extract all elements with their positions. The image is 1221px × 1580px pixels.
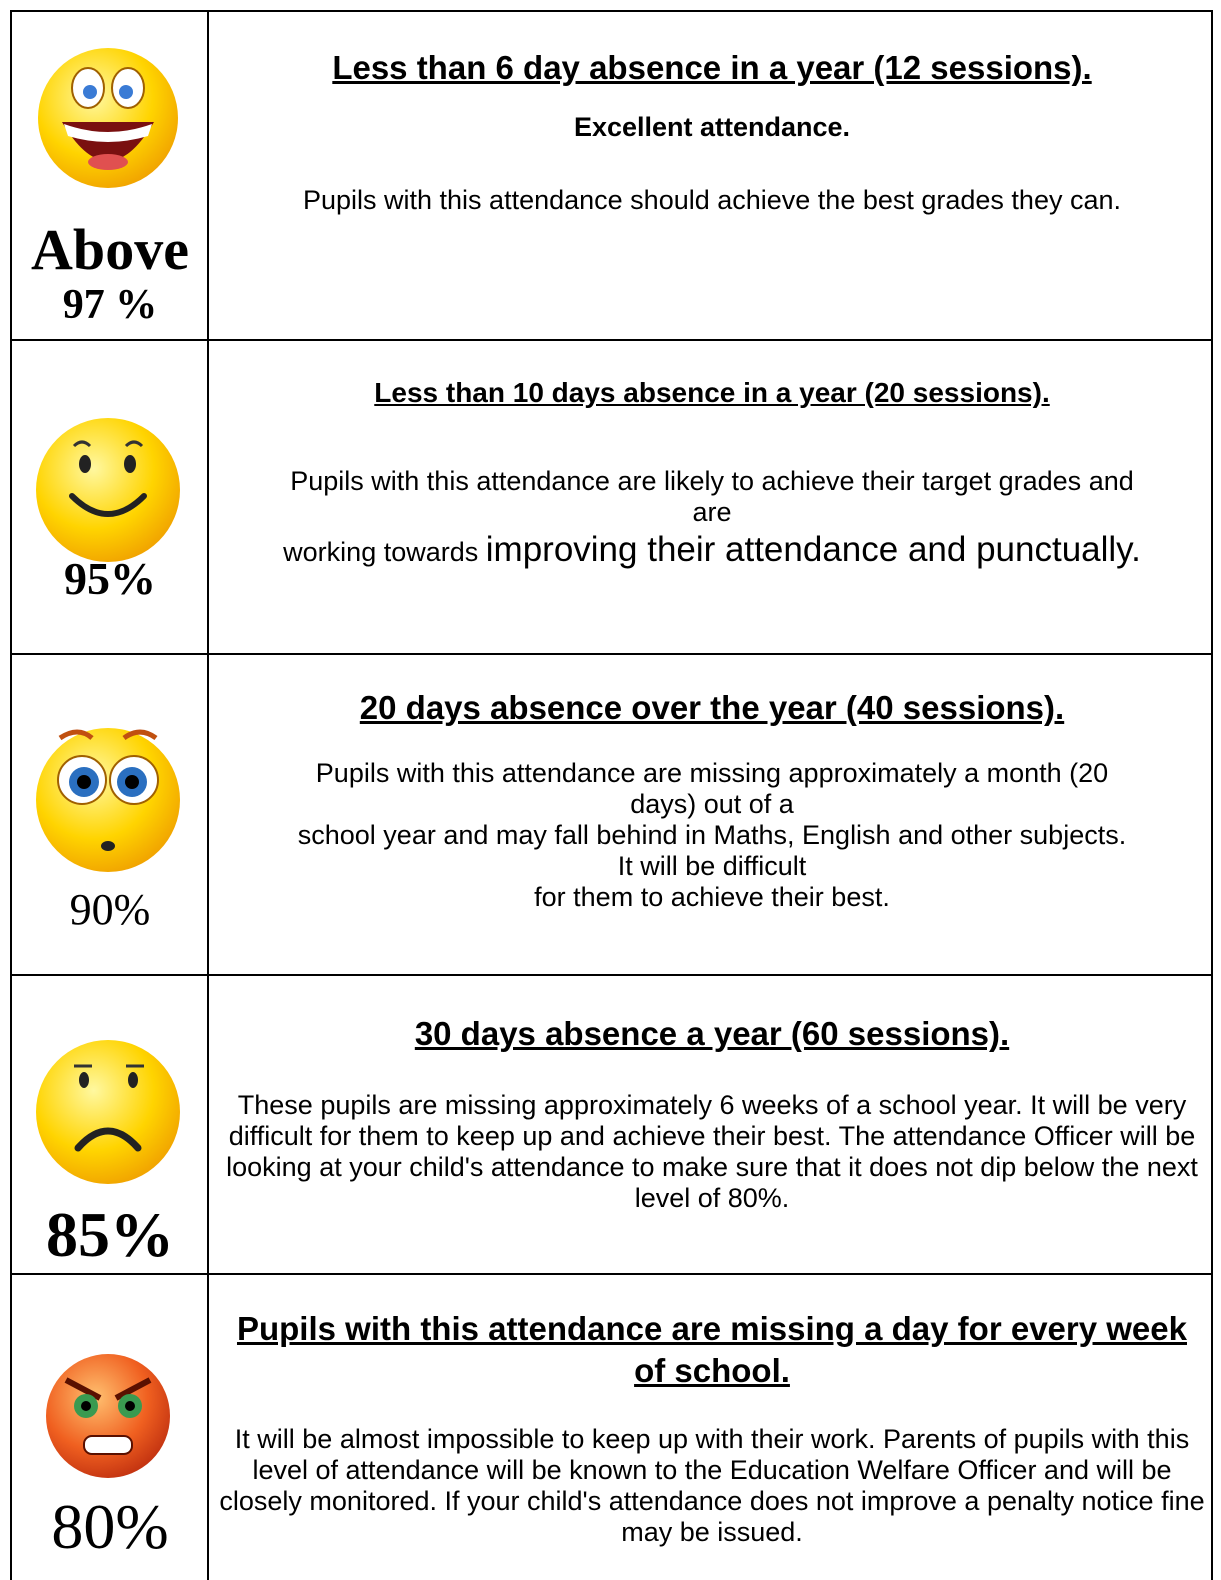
level-text: 85% bbox=[46, 1199, 174, 1270]
body-text: working towards bbox=[283, 537, 479, 567]
body-text: Pupils with this attendance are missing … bbox=[315, 758, 1109, 788]
body-text: These pupils are missing approximately 6… bbox=[226, 1090, 1198, 1213]
level-text: Above bbox=[31, 217, 189, 282]
level-text: 80% bbox=[51, 1491, 169, 1562]
rule bbox=[207, 10, 209, 1580]
rule bbox=[10, 653, 1212, 655]
happy-face bbox=[38, 48, 178, 188]
heading: 20 days absence over the year (40 sessio… bbox=[359, 689, 1065, 726]
worried-face bbox=[36, 728, 180, 872]
sad-face bbox=[36, 1040, 180, 1184]
heading: Less than 6 day absence in a year (12 se… bbox=[332, 49, 1092, 86]
body-text: for them to achieve their best. bbox=[534, 882, 890, 912]
body-text: days) out of a bbox=[630, 789, 794, 819]
body-text: improving their attendance and punctuall… bbox=[485, 530, 1141, 569]
smile-face bbox=[36, 418, 180, 562]
level-text: 90% bbox=[69, 885, 151, 934]
body-text: are bbox=[692, 497, 732, 527]
subheading: Excellent attendance. bbox=[573, 112, 851, 142]
body-text: Pupils with this attendance are likely t… bbox=[290, 466, 1134, 496]
angry-face bbox=[46, 1354, 170, 1478]
cell: 20 days absence over the year (40 sessio… bbox=[212, 688, 1212, 913]
body-text: It will be almost impossible to keep up … bbox=[219, 1424, 1205, 1547]
cell: 30 days absence a year (60 sessions). Th… bbox=[212, 1014, 1212, 1214]
body-text: school year and may fall behind in Maths… bbox=[297, 820, 1127, 850]
cell: Less than 6 day absence in a year (12 se… bbox=[212, 48, 1212, 216]
cell: Less than 10 days absence in a year (20 … bbox=[212, 376, 1212, 574]
level: Above 97 % bbox=[12, 217, 208, 329]
rule bbox=[10, 1273, 1212, 1275]
heading: Pupils with this attendance are missing … bbox=[236, 1310, 1187, 1389]
cell: Pupils with this attendance are missing … bbox=[212, 1308, 1212, 1548]
heading: 30 days absence a year (60 sessions). bbox=[414, 1015, 1010, 1052]
body-text: It will be difficult bbox=[617, 851, 807, 881]
heading: Less than 10 days absence in a year (20 … bbox=[374, 377, 1050, 408]
level-text: 95% bbox=[64, 553, 156, 604]
rule bbox=[10, 339, 1212, 341]
level-text: 97 % bbox=[62, 282, 158, 328]
rule bbox=[1211, 10, 1213, 1580]
rule bbox=[10, 10, 12, 1580]
body-text: Pupils with this attendance should achie… bbox=[302, 185, 1121, 215]
rule bbox=[10, 974, 1212, 976]
rule bbox=[10, 10, 1212, 12]
